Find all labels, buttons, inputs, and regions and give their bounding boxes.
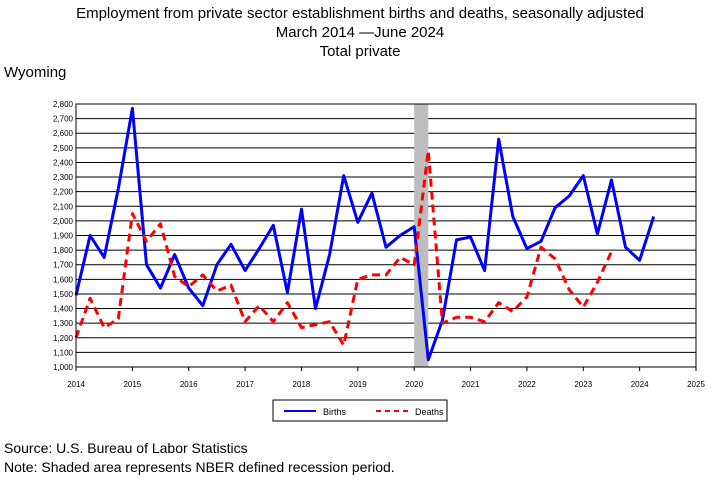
y-tick-label: 1,400: [53, 305, 74, 314]
y-tick-label: 1,100: [53, 348, 74, 357]
x-tick-label: 2025: [687, 380, 705, 389]
x-axis: 2014 2015 2016 2017 2018 2019 2020 2021 2022 2023…: [67, 367, 705, 389]
y-axis: 1,000 1,100 1,200 1,300 1,400 1,500 1,600 1,700…: [53, 100, 74, 372]
y-tick-label: 1,300: [53, 319, 74, 328]
gridlines: [76, 103, 696, 368]
y-tick-label: 2,500: [53, 144, 74, 153]
x-tick-label: 2019: [349, 380, 367, 389]
chart-area: 1,000 1,100 1,200 1,300 1,400 1,500 1,600 1,700…: [53, 100, 705, 422]
series-layer: [74, 106, 656, 362]
legend-box: [272, 399, 448, 422]
x-tick-label: 2023: [574, 380, 592, 389]
y-tick-label: 2,800: [53, 100, 74, 109]
x-tick-label: 2016: [180, 380, 198, 389]
y-tick-label: 2,100: [53, 202, 74, 211]
legend-deaths-label: Deaths: [415, 407, 444, 417]
x-tick-label: 2020: [405, 380, 423, 389]
x-tick-label: 2018: [293, 380, 311, 389]
legend-births-label: Births: [323, 407, 347, 417]
x-tick-label: 2014: [67, 380, 85, 389]
x-tick-label: 2022: [518, 380, 536, 389]
chart-period: March 2014 —June 2024: [275, 24, 445, 41]
y-tick-label: 1,700: [53, 261, 74, 270]
x-tick-label: 2017: [236, 380, 254, 389]
x-tick-label: 2015: [123, 380, 141, 389]
y-tick-label: 2,600: [53, 129, 74, 138]
y-tick-label: 2,700: [53, 115, 74, 124]
plot-frame: [75, 103, 697, 368]
legend: Births Deaths: [272, 399, 448, 422]
chart-subtitle: Total private: [319, 43, 401, 60]
x-tick-label: 2024: [631, 380, 649, 389]
chart-title: Employment from private sector establish…: [76, 5, 644, 22]
source-note: Source: U.S. Bureau of Labor Statistics: [4, 440, 248, 456]
y-tick-label: 2,000: [53, 217, 74, 226]
x-tick-label: 2021: [462, 380, 480, 389]
y-tick-label: 1,200: [53, 334, 74, 343]
y-tick-label: 2,200: [53, 188, 74, 197]
recession-note: Note: Shaded area represents NBER define…: [4, 459, 395, 475]
y-tick-label: 2,300: [53, 173, 74, 182]
y-tick-label: 1,000: [53, 363, 74, 372]
y-tick-label: 2,400: [53, 158, 74, 167]
region-label: Wyoming: [4, 64, 67, 81]
series-line-births: [74, 106, 656, 362]
y-tick-label: 1,900: [53, 232, 74, 241]
y-tick-label: 1,600: [53, 275, 74, 284]
y-tick-label: 1,800: [53, 246, 74, 255]
y-tick-label: 1,500: [53, 290, 74, 299]
